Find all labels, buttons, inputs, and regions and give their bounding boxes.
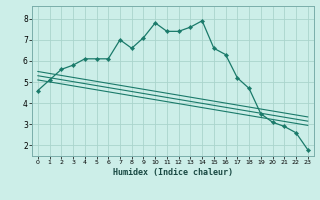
X-axis label: Humidex (Indice chaleur): Humidex (Indice chaleur) <box>113 168 233 177</box>
